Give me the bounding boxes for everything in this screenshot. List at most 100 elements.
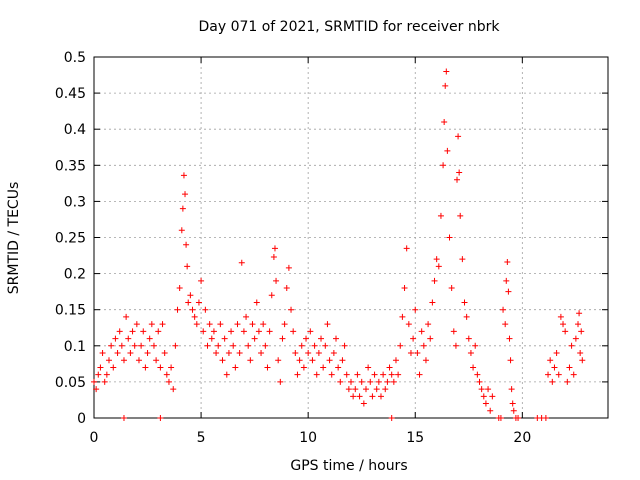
data-point (153, 357, 160, 364)
data-point (352, 386, 359, 393)
data-point (472, 342, 479, 349)
data-point (204, 342, 211, 349)
data-point (551, 364, 558, 371)
data-point (343, 371, 350, 378)
data-point (91, 378, 97, 385)
data-point (184, 263, 191, 270)
data-point (116, 328, 123, 335)
grid-lines (94, 57, 608, 418)
data-point (97, 364, 104, 371)
data-point (397, 342, 404, 349)
data-point (142, 364, 149, 371)
data-point (456, 169, 463, 176)
data-point (157, 364, 164, 371)
data-point (433, 256, 440, 263)
data-point (560, 321, 567, 328)
data-point (127, 350, 134, 357)
data-point (202, 306, 209, 313)
data-point (412, 306, 419, 313)
data-point (480, 393, 487, 400)
data-point (114, 350, 121, 357)
data-point (322, 342, 329, 349)
data-point (463, 313, 470, 320)
data-point (386, 364, 393, 371)
data-point (414, 350, 421, 357)
data-point (208, 335, 215, 342)
data-point (485, 386, 492, 393)
data-point (505, 288, 512, 295)
data-point (176, 285, 183, 292)
y-tick-label: 0.25 (55, 231, 86, 247)
data-point (450, 328, 457, 335)
data-point (401, 285, 408, 292)
data-point (454, 176, 461, 183)
data-point (502, 321, 509, 328)
y-tick-label: 0.45 (55, 86, 86, 102)
data-point (407, 350, 414, 357)
data-point (446, 234, 453, 241)
data-point (455, 133, 462, 140)
data-point (395, 371, 402, 378)
data-point (509, 400, 516, 407)
data-point (339, 357, 346, 364)
data-point (507, 357, 514, 364)
data-point (266, 328, 273, 335)
data-point (369, 393, 376, 400)
data-point (112, 335, 119, 342)
data-point (215, 342, 222, 349)
y-tick-label: 0.1 (64, 339, 86, 355)
data-point (183, 241, 190, 248)
data-point (337, 378, 344, 385)
data-point (474, 371, 481, 378)
data-point (328, 371, 335, 378)
data-point (416, 371, 423, 378)
data-point (510, 407, 517, 414)
data-point (270, 253, 277, 260)
data-point (575, 321, 582, 328)
data-point (217, 321, 224, 328)
data-point (572, 335, 579, 342)
data-point (290, 328, 297, 335)
chart-title: Day 071 of 2021, SRMTID for receiver nbr… (198, 19, 500, 35)
data-point (431, 277, 438, 284)
data-point (452, 342, 459, 349)
data-point (380, 371, 387, 378)
y-tick-label: 0.35 (55, 158, 86, 174)
data-point (320, 364, 327, 371)
data-point (174, 306, 181, 313)
data-point (373, 386, 380, 393)
data-point (341, 342, 348, 349)
data-point (448, 285, 455, 292)
data-point (443, 68, 450, 75)
data-point (187, 292, 194, 299)
data-point (249, 321, 256, 328)
data-point (255, 328, 262, 335)
data-point (110, 364, 117, 371)
data-point (467, 350, 474, 357)
data-point (350, 393, 357, 400)
data-point (553, 350, 560, 357)
tick-labels: 0 0.05 0.1 0.15 0.2 0.25 0.3 0.35 0.4 0.45 0.5 0 5 10… (55, 50, 531, 446)
data-point (148, 321, 155, 328)
data-point (251, 335, 258, 342)
data-point (333, 335, 340, 342)
data-point (101, 378, 108, 385)
data-point (185, 299, 192, 306)
data-point (238, 259, 245, 266)
data-point (172, 342, 179, 349)
data-point (281, 321, 288, 328)
data-point (298, 342, 305, 349)
data-point (335, 364, 342, 371)
data-point (388, 415, 395, 421)
x-tick-label: 15 (406, 430, 424, 446)
data-point (444, 147, 451, 154)
data-point (309, 357, 316, 364)
data-point (213, 350, 220, 357)
data-point (144, 350, 151, 357)
data-point (264, 364, 271, 371)
data-point (307, 328, 314, 335)
y-axis-label: SRMTID / TECUs (6, 182, 22, 295)
data-point (360, 400, 367, 407)
data-point (135, 357, 142, 364)
data-point (482, 400, 489, 407)
